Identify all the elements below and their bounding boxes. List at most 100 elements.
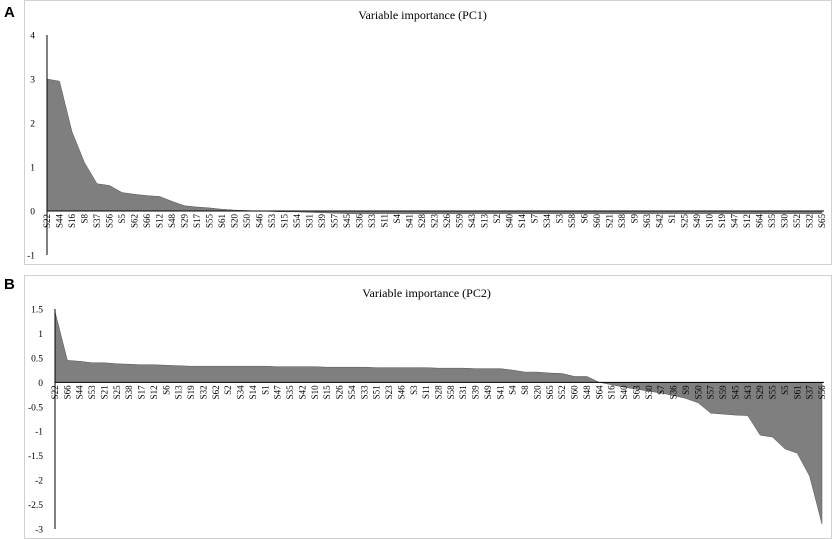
x-tick-label: S63 <box>642 214 652 229</box>
x-tick-label: S33 <box>359 385 369 400</box>
x-tick-label: S43 <box>743 385 753 400</box>
x-tick-label: S28 <box>417 214 427 229</box>
x-tick-label: S17 <box>192 214 202 229</box>
x-tick-label: S11 <box>380 214 390 228</box>
x-tick-label: S35 <box>285 385 295 400</box>
x-tick-label: S46 <box>255 214 265 229</box>
x-tick-label: S40 <box>505 214 515 229</box>
x-tick-label: S4 <box>392 214 402 224</box>
y-tick-label: 0 <box>38 379 43 389</box>
x-tick-label: S37 <box>92 214 102 229</box>
x-tick-label: S56 <box>817 385 827 400</box>
x-tick-label: S34 <box>236 385 246 400</box>
x-tick-label: S65 <box>545 385 555 400</box>
x-tick-label: S8 <box>520 385 530 395</box>
x-tick-label: S28 <box>434 385 444 400</box>
x-tick-label: S25 <box>680 214 690 229</box>
x-tick-label: S36 <box>355 214 365 229</box>
x-tick-label: S26 <box>335 385 345 400</box>
x-tick-label: S6 <box>161 385 171 395</box>
x-tick-label: S13 <box>174 385 184 400</box>
x-tick-label: S51 <box>372 385 382 399</box>
x-tick-label: S57 <box>706 385 716 400</box>
x-tick-label: S33 <box>367 214 377 229</box>
x-tick-label: S19 <box>717 214 727 229</box>
x-tick-label: S45 <box>342 214 352 229</box>
x-tick-label: S59 <box>718 385 728 400</box>
y-tick-label: 2 <box>30 120 35 130</box>
x-tick-label: S10 <box>310 385 320 400</box>
x-tick-label: S7 <box>530 214 540 224</box>
x-tick-label: S3 <box>555 214 565 224</box>
x-tick-label: S31 <box>305 214 315 228</box>
x-tick-label: S16 <box>67 214 77 229</box>
x-tick-label: S23 <box>430 214 440 229</box>
x-tick-label: S31 <box>458 385 468 399</box>
y-tick-label: 0 <box>30 208 35 218</box>
area-series <box>46 78 823 214</box>
x-tick-label: S12 <box>149 385 159 399</box>
x-tick-label: S13 <box>480 214 490 229</box>
x-tick-label: S19 <box>186 385 196 400</box>
x-tick-label: S59 <box>455 214 465 229</box>
chart-pc2: Variable importance (PC2) 1.5 1 0.5 0 -0.5 -1 -… <box>28 286 827 536</box>
x-tick-label: S66 <box>62 385 72 400</box>
x-tick-label: S52 <box>792 214 802 228</box>
x-tick-label: S42 <box>297 385 307 399</box>
x-tick-label: S61 <box>792 385 802 399</box>
panel-label-b: B <box>4 276 15 293</box>
x-tick-label: S8 <box>80 214 90 224</box>
x-tick-label: S26 <box>442 214 452 229</box>
x-tick-label: S64 <box>755 214 765 229</box>
x-tick-label: S9 <box>630 214 640 224</box>
x-tick-label: S2 <box>492 214 502 224</box>
x-tick-label: S32 <box>805 214 815 228</box>
x-tick-label: S14 <box>517 214 527 229</box>
x-tick-label: S14 <box>248 385 258 400</box>
y-tick-label: 4 <box>30 32 35 42</box>
x-tick-label: S43 <box>467 214 477 229</box>
x-tick-label: S41 <box>405 214 415 228</box>
x-tick-label: S20 <box>230 214 240 229</box>
y-tick-label: 1.5 <box>31 306 43 316</box>
x-tick-label: S35 <box>767 214 777 229</box>
x-tick-label: S48 <box>582 385 592 400</box>
x-tick-label: S61 <box>217 214 227 228</box>
chart-frame-pc2: Variable importance (PC2) 1.5 1 0.5 0 -0.5 -1 -… <box>24 275 832 539</box>
x-tick-label: S5 <box>117 214 127 224</box>
x-tick-label: S5 <box>780 385 790 395</box>
x-tick-label: S58 <box>446 385 456 400</box>
x-tick-label: S34 <box>542 214 552 229</box>
x-tick-label: S10 <box>705 214 715 229</box>
x-tick-label: S23 <box>384 385 394 400</box>
x-tick-label: S25 <box>112 385 122 400</box>
x-tick-label: S20 <box>532 385 542 400</box>
x-tick-label: S17 <box>137 385 147 400</box>
x-tick-label: S12 <box>155 214 165 228</box>
y-tick-label: 1 <box>30 164 35 174</box>
x-tick-label: S65 <box>817 214 827 229</box>
chart-frame-pc1: Variable importance (PC1) 4 3 2 1 0 -1 S22 S44 S1… <box>24 0 832 265</box>
x-tick-label: S2 <box>223 385 233 395</box>
x-tick-label: S39 <box>471 385 481 400</box>
x-tick-label: S49 <box>692 214 702 229</box>
x-tick-label: S62 <box>130 214 140 228</box>
x-tick-label: S12 <box>742 214 752 228</box>
x-tick-label: S21 <box>605 214 615 228</box>
x-tick-label: S11 <box>421 385 431 399</box>
x-tick-label: S52 <box>557 385 567 399</box>
x-tick-label: S32 <box>198 385 208 399</box>
area-series <box>54 311 823 525</box>
x-tick-label: S15 <box>280 214 290 229</box>
x-tick-label: S40 <box>619 385 629 400</box>
x-tick-label: S6 <box>580 214 590 224</box>
y-tick-label: 3 <box>30 76 35 86</box>
x-tick-label: S7 <box>656 385 666 395</box>
x-tick-label: S39 <box>317 214 327 229</box>
x-tick-label: S62 <box>211 385 221 399</box>
x-tick-label: S42 <box>655 214 665 228</box>
x-tick-label: S64 <box>594 385 604 400</box>
x-tick-label: S45 <box>730 385 740 400</box>
x-tick-label: S55 <box>205 214 215 229</box>
